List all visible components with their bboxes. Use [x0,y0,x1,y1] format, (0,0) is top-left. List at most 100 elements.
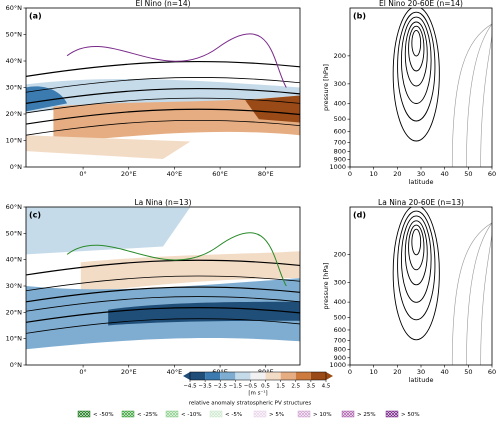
y-tick-label: 40°N [6,57,23,65]
colorbar-tick-label: −3.5 [198,384,212,390]
colorbar-cell [250,372,266,380]
contour [404,21,428,87]
y-tick-label: 300 [334,80,346,88]
contour [408,224,425,271]
colorbar-tick-label: 3.5 [307,384,316,390]
contour [480,23,492,167]
field [26,207,300,350]
anomaly-field [53,95,300,144]
colorbar-cell [190,372,206,380]
contour [400,16,432,104]
legend-swatch [209,410,223,418]
legend-title: relative anomaly stratospheric PV struct… [189,401,312,407]
x-tick-label: 0° [79,368,86,376]
legend-swatch [297,410,311,418]
y-tick-label: 20°N [6,308,23,316]
contour [400,215,432,303]
contour [26,259,300,276]
y-tick-label: 500 [334,115,346,123]
y-tick-label: 700 [334,138,346,146]
x-tick-label: 30 [417,368,425,376]
y-tick-label: 300 [334,278,346,286]
coastline [66,232,287,287]
x-tick-label: 20 [393,368,401,376]
colorbar-cell [235,372,251,380]
contour [26,108,300,125]
legend-label: < -10% [181,412,202,418]
colorbar-cell [280,372,296,380]
y-tick-label: 20°N [6,110,23,118]
y-tick-label: 1000 [329,361,346,369]
y-tick-label: 1000 [329,163,346,171]
panel-title: El Nino (n=14) [135,0,190,8]
y-tick-label: 30°N [6,84,23,92]
legend-label: < -25% [137,412,158,418]
y-tick-label: 40°N [6,256,23,264]
field [26,33,300,160]
y-tick-label: 200 [334,251,346,259]
contour [411,228,422,256]
panel-label: (c) [29,211,41,220]
y-tick-label: 900 [334,354,346,362]
y-tick-label: 50°N [6,229,23,237]
contour [26,87,300,104]
anomaly-field [26,207,191,255]
legend-swatch [121,410,135,418]
x-tick-label: 0 [348,368,352,376]
colorbar-tick-label: −1.5 [229,384,243,390]
colorbar-tick-label: 1.5 [276,384,285,390]
contour [26,119,300,136]
y-tick-label: 900 [334,156,346,164]
x-tick-label: 50 [464,170,472,178]
contour [392,207,440,341]
legend-label: > 5% [269,412,284,418]
y-axis-label: pressure [hPa] [322,263,330,310]
colorbar-tick-label: −0.5 [244,384,258,390]
anomaly-field [26,86,68,112]
legend-label: > 10% [313,412,332,418]
panel-title: La Nina 20-60E (n=13) [378,198,464,207]
contour [26,318,300,334]
legend-swatch [165,410,179,418]
x-tick-label: 0° [79,170,86,178]
contour [408,25,425,72]
colorbar-cell [310,372,326,380]
y-tick-label: 60°N [6,4,23,12]
contour [26,77,300,93]
y-tick-label: 60°N [6,203,23,211]
field [392,8,492,167]
y-tick-label: 400 [334,298,346,306]
x-tick-label: 40 [441,368,449,376]
legend-swatch [77,410,91,418]
legend-label: < -5% [225,412,242,418]
x-tick-label: 0 [348,170,352,178]
x-tick-label: 60 [488,170,496,178]
colorbar-extend [326,372,333,380]
legend-swatch [253,410,267,418]
x-tick-label: 20 [393,170,401,178]
x-tick-label: 60°E [212,170,228,178]
coastline [66,33,287,88]
panel-label: (d) [353,211,366,220]
x-tick-label: 40°E [167,170,183,178]
colorbar-cell [265,372,281,380]
contour [466,23,492,167]
colorbar-extend [183,372,190,380]
anomaly-field [26,135,191,160]
contour [26,296,300,312]
contour [26,97,300,114]
panel-title: El Nino 20-60E (n=14) [379,0,463,8]
contour [397,11,436,122]
y-tick-label: 400 [334,100,346,108]
y-tick-label: 500 [334,313,346,321]
x-tick-label: 10 [370,368,378,376]
contour [404,220,428,286]
colorbar-tick-label: 0.5 [261,384,270,390]
contour [451,222,492,365]
contour [451,23,492,167]
legend-swatch [385,410,399,418]
y-tick-label: 50°N [6,31,23,39]
colorbar-tick-label: −4.5 [183,384,197,390]
contour [397,210,436,321]
